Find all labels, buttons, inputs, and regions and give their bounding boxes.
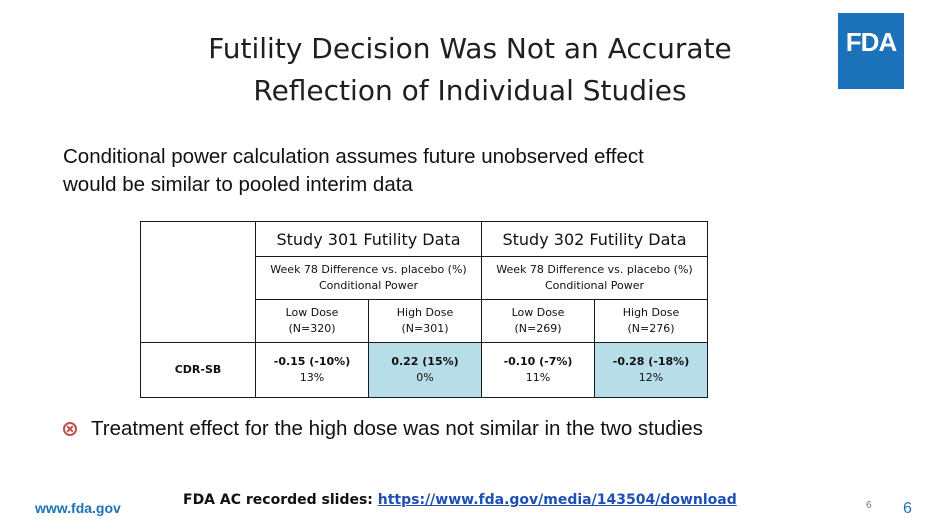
- circle-x-icon: [63, 422, 77, 436]
- subtitle-line-2: would be similar to pooled interim data: [63, 173, 413, 196]
- arm-dose: Low Dose: [285, 306, 339, 319]
- slide-title: Futility Decision Was Not an Accurate Re…: [120, 28, 820, 112]
- subtitle-line-1: Conditional power calculation assumes fu…: [63, 145, 644, 168]
- arm-header-301-high: High Dose (N=301): [368, 299, 482, 343]
- slide-title-line-1: Futility Decision Was Not an Accurate: [208, 32, 732, 65]
- arm-n: (N=301): [401, 322, 449, 335]
- metric-line-2: Conditional Power: [318, 279, 419, 292]
- power-value: 0%: [416, 371, 434, 384]
- effect-value: -0.10 (-7%): [503, 355, 573, 368]
- page-number: 6: [903, 500, 912, 517]
- page-number-small: 6: [866, 500, 872, 511]
- power-value: 11%: [525, 371, 551, 384]
- table-header-row-metric: Week 78 Difference vs. placebo (%) Condi…: [141, 256, 708, 300]
- study-302-metric-header: Week 78 Difference vs. placebo (%) Condi…: [481, 256, 708, 300]
- table-corner-cell: [140, 221, 256, 343]
- arm-n: (N=276): [627, 322, 675, 335]
- table-header-row-arms: Low Dose (N=320) High Dose (N=301) Low D…: [141, 299, 708, 343]
- conclusion-bullet: Treatment effect for the high dose was n…: [63, 417, 703, 441]
- arm-n: (N=320): [288, 322, 336, 335]
- metric-line-1: Week 78 Difference vs. placebo (%): [270, 263, 467, 276]
- power-value: 13%: [299, 371, 325, 384]
- row-label-cdr-sb: CDR-SB: [140, 342, 256, 398]
- futility-table: Study 301 Futility Data Study 302 Futili…: [140, 221, 708, 398]
- slide-subtitle: Conditional power calculation assumes fu…: [63, 143, 783, 199]
- table-header-row-studies: Study 301 Futility Data Study 302 Futili…: [140, 221, 708, 343]
- effect-value: -0.28 (-18%): [612, 355, 690, 368]
- arm-header-302-low: Low Dose (N=269): [481, 299, 595, 343]
- effect-value: -0.15 (-10%): [273, 355, 351, 368]
- source-label: FDA AC recorded slides:: [183, 492, 378, 508]
- study-302-header: Study 302 Futility Data: [481, 221, 708, 257]
- footer-website: www.fda.gov: [35, 500, 121, 516]
- fda-logo: FDA: [838, 13, 904, 89]
- source-link[interactable]: https://www.fda.gov/media/143504/downloa…: [377, 492, 737, 508]
- cell-302-high: -0.28 (-18%) 12%: [594, 342, 708, 398]
- conclusion-text: Treatment effect for the high dose was n…: [91, 417, 703, 440]
- source-citation: FDA AC recorded slides: https://www.fda.…: [183, 492, 737, 508]
- effect-value: 0.22 (15%): [391, 355, 459, 368]
- arm-header-302-high: High Dose (N=276): [594, 299, 708, 343]
- cell-301-low: -0.15 (-10%) 13%: [255, 342, 369, 398]
- metric-line-2: Conditional Power: [544, 279, 645, 292]
- table-row-cdr-sb: CDR-SB -0.15 (-10%) 13% 0.22 (15%) 0% -0…: [140, 342, 708, 398]
- arm-dose: High Dose: [622, 306, 680, 319]
- arm-dose: High Dose: [396, 306, 454, 319]
- cell-302-low: -0.10 (-7%) 11%: [481, 342, 595, 398]
- metric-line-1: Week 78 Difference vs. placebo (%): [496, 263, 693, 276]
- study-301-header: Study 301 Futility Data: [255, 221, 482, 257]
- arm-header-301-low: Low Dose (N=320): [255, 299, 369, 343]
- study-301-metric-header: Week 78 Difference vs. placebo (%) Condi…: [255, 256, 482, 300]
- power-value: 12%: [638, 371, 664, 384]
- arm-n: (N=269): [514, 322, 562, 335]
- slide-title-line-2: Reflection of Individual Studies: [253, 74, 687, 107]
- arm-dose: Low Dose: [511, 306, 565, 319]
- cell-301-high: 0.22 (15%) 0%: [368, 342, 482, 398]
